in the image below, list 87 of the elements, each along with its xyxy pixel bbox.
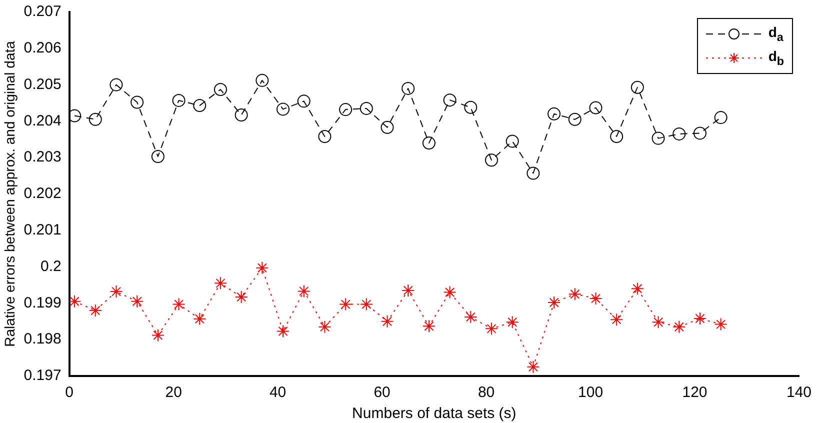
- y-tick-label: 0.199: [24, 294, 62, 312]
- point: [652, 316, 665, 329]
- point: [714, 111, 728, 124]
- legend-label: d$_{b}$: [768, 48, 784, 68]
- y-tick-label: 0.198: [24, 330, 62, 348]
- point: [630, 80, 644, 94]
- point: [130, 294, 144, 308]
- point: [714, 318, 728, 331]
- point: [568, 112, 582, 126]
- x-tick-label: 80: [478, 384, 495, 402]
- point: [339, 103, 352, 116]
- point: [130, 96, 144, 109]
- point: [506, 134, 519, 148]
- point: [214, 83, 227, 96]
- point: [110, 78, 123, 92]
- x-tick-label: 60: [374, 384, 390, 402]
- y-tick-label: 0.204: [24, 112, 62, 130]
- point: [610, 313, 624, 326]
- point: [360, 298, 373, 311]
- point: [672, 320, 686, 334]
- point: [88, 112, 102, 126]
- point: [151, 328, 164, 342]
- x-axis-title: Numbers of data sets (s): [352, 405, 516, 422]
- point: [256, 74, 269, 87]
- point: [318, 320, 332, 334]
- point: [380, 120, 394, 134]
- point: [297, 94, 310, 108]
- point: [485, 322, 498, 336]
- point: [610, 130, 624, 143]
- point: [193, 99, 206, 112]
- point: [402, 284, 415, 297]
- point: [88, 304, 102, 317]
- point: [380, 314, 394, 328]
- y-tick-label: 0.205: [24, 76, 62, 93]
- point: [276, 102, 290, 116]
- point: [568, 288, 582, 301]
- x-tick-label: 100: [578, 384, 604, 402]
- x-tick-label: 120: [682, 384, 708, 402]
- point: [526, 166, 540, 180]
- point: [297, 284, 310, 298]
- point: [589, 101, 602, 114]
- point: [402, 82, 415, 95]
- x-tick-label: 40: [269, 384, 286, 402]
- point: [506, 316, 519, 329]
- point: [69, 294, 82, 308]
- point: [443, 94, 456, 107]
- point: [693, 312, 706, 325]
- point: [485, 154, 498, 167]
- y-tick-label: 0.203: [24, 148, 62, 166]
- point: [422, 136, 436, 150]
- point: [672, 127, 686, 140]
- y-tick-label: 0.201: [24, 222, 62, 239]
- point: [276, 324, 290, 338]
- point: [172, 94, 186, 107]
- point: [234, 108, 248, 122]
- point: [443, 286, 456, 299]
- point: [256, 261, 269, 274]
- point: [360, 102, 373, 115]
- point: [69, 109, 82, 122]
- point: [151, 150, 164, 164]
- x-tick-label: 0: [65, 384, 74, 402]
- point: [589, 292, 602, 305]
- point: [630, 282, 644, 296]
- point: [172, 298, 186, 311]
- point: [110, 285, 123, 298]
- point: [548, 107, 561, 120]
- y-tick-label: 0.206: [24, 40, 62, 57]
- point: [339, 298, 352, 311]
- point: [693, 126, 706, 140]
- legend-label: d$_{a}$: [768, 24, 784, 44]
- x-tick-label: 140: [786, 384, 812, 402]
- point: [526, 360, 540, 374]
- point: [464, 100, 478, 114]
- y-tick-label: 0.207: [24, 3, 62, 20]
- x-tick-label: 20: [165, 384, 182, 402]
- y-tick-label: 0.2: [40, 258, 62, 275]
- point: [548, 296, 561, 309]
- point: [422, 320, 436, 333]
- point: [464, 310, 478, 324]
- point: [318, 130, 332, 143]
- y-tick-label: 0.202: [24, 185, 62, 202]
- y-axis-title: Ralative errors between approx. and original data: [1, 40, 18, 347]
- point: [652, 132, 665, 145]
- point: [214, 276, 227, 290]
- point: [234, 290, 248, 304]
- point: [193, 312, 206, 326]
- y-tick-label: 0.197: [24, 367, 62, 384]
